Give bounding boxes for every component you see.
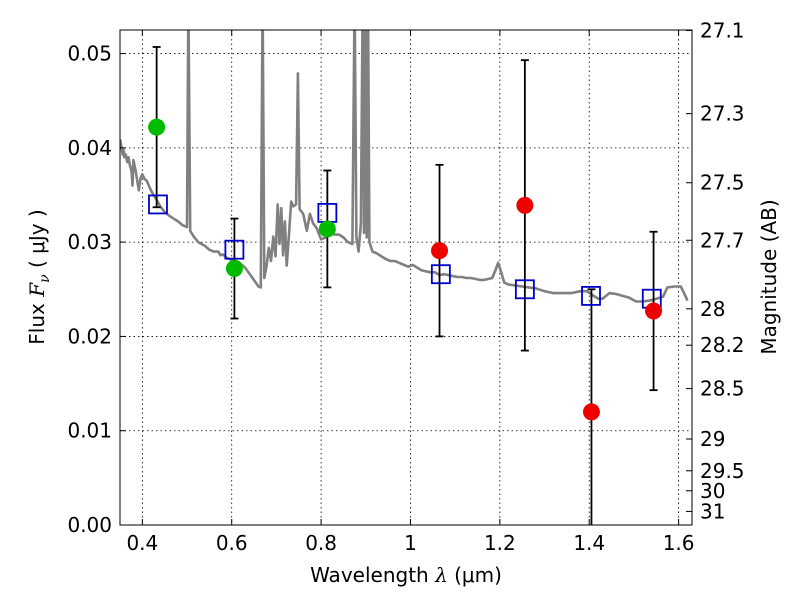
y-tick-label: 0.03 xyxy=(67,230,112,254)
y-tick-label: 0.04 xyxy=(67,136,112,160)
model-photometry-square xyxy=(430,264,451,285)
y-tick-label: 0.02 xyxy=(67,324,112,348)
y-tick-label: 0.00 xyxy=(67,513,112,537)
y2-tick-label: 31 xyxy=(700,499,725,523)
model-spectrum-line xyxy=(120,30,689,303)
y2-tick-label: 27.3 xyxy=(700,102,745,126)
model-photometry-square xyxy=(581,285,601,306)
observed-flux-point xyxy=(318,220,336,238)
y-tick-label: 0.05 xyxy=(67,42,112,66)
observed-flux-point xyxy=(225,260,243,278)
y2-tick-label: 28 xyxy=(700,297,725,321)
y-tick-label: 0.01 xyxy=(67,419,112,443)
y2-tick-label: 29.5 xyxy=(700,459,745,483)
model-photometry-square xyxy=(514,279,535,300)
x-tick-label: 1 xyxy=(404,531,417,555)
observed-flux-point xyxy=(516,196,534,214)
observed-flux-point xyxy=(431,242,449,260)
y2-tick-label: 29 xyxy=(700,427,725,451)
marker-layer xyxy=(148,118,663,421)
model-photometry-square xyxy=(148,194,168,215)
y2-tick-label: 30 xyxy=(700,479,725,503)
plot-frame xyxy=(119,29,693,526)
x-tick-label: 1.4 xyxy=(573,531,605,555)
x-tick-label: 0.8 xyxy=(305,531,337,555)
model-photometry-square xyxy=(224,239,245,260)
y2-tick-label: 27.1 xyxy=(700,18,745,42)
x-axis-label: Wavelength λ (μm) xyxy=(310,563,502,587)
observed-flux-point xyxy=(148,118,166,136)
y2-tick-label: 28.5 xyxy=(700,377,745,401)
model-spectrum-layer xyxy=(120,30,689,303)
observed-flux-point xyxy=(582,403,600,421)
y2-tick-label: 27.7 xyxy=(700,228,745,252)
grid-lines xyxy=(120,30,692,525)
y-tick-labels: 0.00 0.01 0.02 0.03 0.04 0.05 xyxy=(67,42,112,537)
x-tick-label: 1.2 xyxy=(484,531,516,555)
y-axis-label: Flux Fν ( μJy ) xyxy=(25,209,53,344)
tick-marks xyxy=(120,29,692,526)
x-tick-label: 0.6 xyxy=(216,531,248,555)
y2-axis-label: Magnitude (AB) xyxy=(757,199,781,354)
y2-tick-label: 27.5 xyxy=(700,171,745,195)
y2-tick-label: 28.2 xyxy=(700,333,745,357)
x-tick-label: 1.6 xyxy=(663,531,695,555)
x-tick-labels: 0.4 0.6 0.8 1 1.2 1.4 1.6 xyxy=(126,531,694,555)
x-tick-label: 0.4 xyxy=(126,531,158,555)
observed-flux-point xyxy=(645,302,663,320)
